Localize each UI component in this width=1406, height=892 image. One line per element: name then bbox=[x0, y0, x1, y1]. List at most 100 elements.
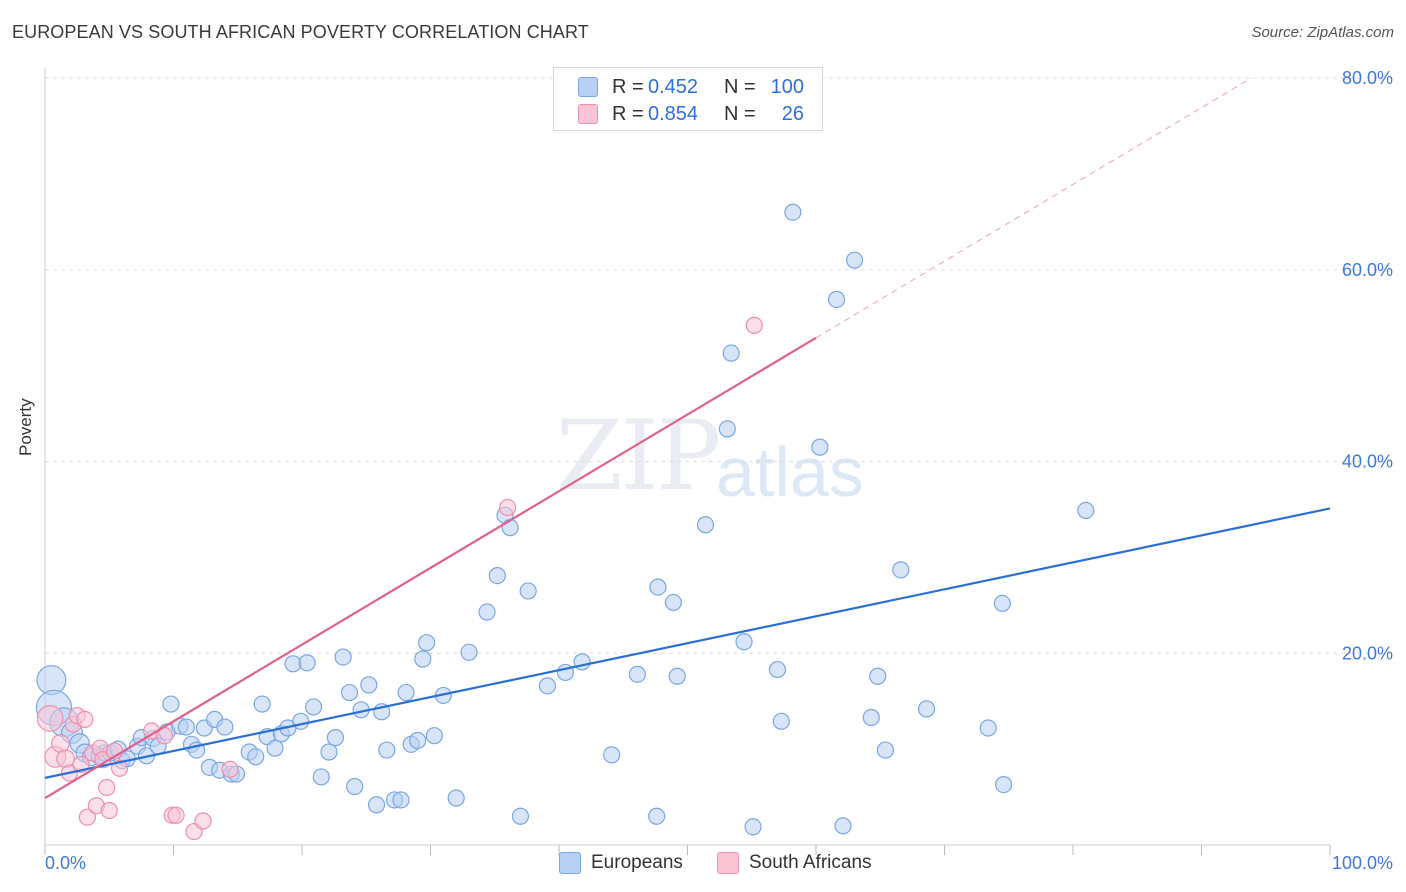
point-europeans bbox=[360, 676, 378, 694]
legend-n-value: 100 bbox=[770, 75, 804, 98]
point-europeans bbox=[892, 561, 910, 579]
point-europeans bbox=[827, 290, 846, 309]
legend-n-value: 26 bbox=[781, 102, 804, 125]
point-europeans bbox=[862, 708, 880, 727]
y-tick-label: 40.0% bbox=[1342, 452, 1393, 472]
legend-swatch-south-africans bbox=[717, 852, 739, 874]
point-europeans bbox=[845, 251, 864, 269]
point-europeans bbox=[266, 739, 284, 757]
point-europeans bbox=[993, 594, 1011, 612]
x-tick-label: 100.0% bbox=[1332, 853, 1393, 873]
legend-n-label: N = bbox=[724, 102, 756, 125]
point-europeans bbox=[425, 727, 443, 745]
point-europeans bbox=[648, 807, 666, 825]
point-europeans bbox=[320, 743, 338, 761]
point-south-africans bbox=[499, 498, 517, 517]
point-europeans bbox=[397, 683, 415, 702]
point-europeans bbox=[216, 718, 234, 736]
point-europeans bbox=[869, 667, 887, 685]
point-south-africans bbox=[110, 759, 129, 777]
point-europeans bbox=[876, 741, 894, 759]
point-europeans bbox=[1077, 501, 1095, 519]
point-europeans bbox=[519, 582, 537, 600]
point-europeans bbox=[304, 698, 323, 716]
trendline-europeans bbox=[44, 507, 1331, 779]
point-south-africans bbox=[194, 812, 212, 830]
point-europeans bbox=[979, 719, 997, 737]
point-europeans bbox=[735, 633, 753, 651]
point-europeans bbox=[312, 768, 330, 786]
legend-swatch-south-africans bbox=[578, 104, 598, 124]
point-europeans bbox=[488, 566, 506, 585]
point-europeans bbox=[247, 748, 265, 766]
point-europeans bbox=[326, 729, 345, 747]
legend-r-label: R = bbox=[612, 75, 644, 98]
legend-stats: R = 0.452 N = 100 R = 0.854 N = 26 bbox=[553, 67, 823, 131]
point-europeans bbox=[511, 807, 530, 825]
point-europeans bbox=[538, 677, 557, 695]
x-tick-label: 0.0% bbox=[45, 853, 86, 873]
legend-swatch-europeans bbox=[578, 77, 598, 97]
point-europeans bbox=[664, 593, 682, 612]
point-europeans bbox=[917, 700, 936, 718]
point-europeans bbox=[501, 519, 519, 537]
legend-r-label: R = bbox=[612, 102, 644, 125]
trendline-south-africans-extension bbox=[815, 77, 1252, 339]
watermark-atlas: atlas bbox=[716, 433, 864, 511]
point-europeans bbox=[340, 683, 359, 702]
chart-source: Source: ZipAtlas.com bbox=[1251, 24, 1394, 41]
point-europeans bbox=[253, 695, 271, 713]
point-south-africans bbox=[745, 316, 763, 334]
legend-r-value: 0.452 bbox=[648, 75, 699, 98]
point-europeans bbox=[628, 665, 646, 683]
legend-label-europeans: Europeans bbox=[591, 852, 683, 873]
point-europeans bbox=[649, 578, 667, 596]
point-south-africans bbox=[100, 801, 118, 820]
point-europeans bbox=[418, 634, 436, 652]
point-europeans bbox=[811, 438, 829, 456]
legend-r-value: 0.854 bbox=[648, 102, 699, 125]
point-europeans bbox=[298, 654, 316, 672]
legend-item-europeans[interactable]: Europeans bbox=[559, 852, 683, 874]
point-europeans bbox=[744, 818, 762, 836]
point-europeans bbox=[177, 718, 195, 736]
point-europeans bbox=[447, 789, 465, 807]
legend-row-europeans: R = 0.452 N = 100 bbox=[578, 75, 804, 99]
point-south-africans bbox=[36, 705, 64, 732]
point-europeans bbox=[392, 791, 410, 809]
point-south-africans bbox=[78, 808, 97, 826]
legend-item-south-africans[interactable]: South Africans bbox=[717, 852, 872, 874]
point-europeans bbox=[784, 203, 802, 221]
legend-n-label: N = bbox=[724, 75, 756, 98]
point-europeans bbox=[696, 516, 715, 534]
legend-series: Europeans South Africans bbox=[0, 852, 1406, 876]
legend-row-south-africans: R = 0.854 N = 26 bbox=[578, 102, 804, 126]
y-tick-label: 80.0% bbox=[1342, 68, 1393, 88]
point-europeans bbox=[772, 712, 790, 730]
point-south-africans bbox=[167, 806, 185, 824]
point-europeans bbox=[334, 648, 352, 666]
point-europeans bbox=[367, 796, 386, 814]
point-europeans bbox=[995, 775, 1013, 794]
chart-title: EUROPEAN VS SOUTH AFRICAN POVERTY CORREL… bbox=[12, 22, 589, 42]
point-europeans bbox=[346, 777, 364, 796]
point-europeans bbox=[603, 746, 621, 764]
point-south-africans bbox=[98, 778, 116, 797]
point-europeans bbox=[460, 643, 478, 661]
point-europeans bbox=[722, 344, 740, 362]
watermark-zip: ZIP bbox=[556, 400, 721, 512]
trendline-south-africans bbox=[44, 336, 817, 799]
point-europeans bbox=[292, 712, 310, 730]
y-tick-label: 60.0% bbox=[1342, 260, 1393, 280]
point-europeans bbox=[834, 817, 852, 835]
point-europeans bbox=[162, 695, 180, 713]
point-europeans bbox=[478, 603, 496, 621]
point-south-africans bbox=[76, 710, 94, 729]
point-south-africans bbox=[221, 760, 239, 778]
legend-label-south-africans: South Africans bbox=[749, 852, 872, 873]
point-europeans bbox=[378, 741, 396, 759]
point-europeans bbox=[414, 650, 432, 668]
point-europeans bbox=[668, 667, 686, 685]
point-europeans bbox=[409, 731, 427, 750]
